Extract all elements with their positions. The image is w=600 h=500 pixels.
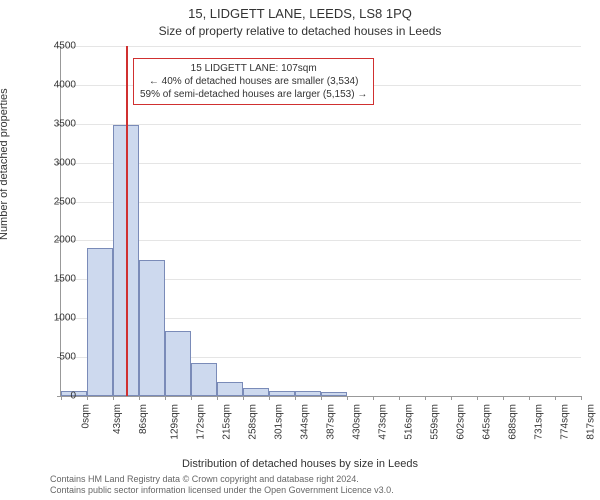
xtick-label: 430sqm — [352, 404, 363, 440]
ytick-label: 1500 — [40, 274, 76, 285]
xtick-mark — [581, 396, 582, 400]
ytick-label: 500 — [40, 352, 76, 363]
xtick-label: 0sqm — [80, 404, 91, 428]
xtick-mark — [477, 396, 478, 400]
xtick-mark — [347, 396, 348, 400]
ytick-label: 0 — [40, 391, 76, 402]
xtick-label: 559sqm — [430, 404, 441, 440]
xtick-label: 86sqm — [138, 404, 149, 434]
footer-line-2: Contains public sector information licen… — [50, 485, 394, 496]
annot-line-3: 59% of semi-detached houses are larger (… — [140, 88, 367, 101]
histogram-bar — [321, 392, 347, 396]
xtick-label: 215sqm — [222, 404, 233, 440]
xtick-label: 387sqm — [326, 404, 337, 440]
xtick-mark — [295, 396, 296, 400]
xtick-label: 172sqm — [196, 404, 207, 440]
chart-subtitle: Size of property relative to detached ho… — [0, 24, 600, 38]
histogram-bar — [243, 388, 269, 396]
histogram-bar — [87, 248, 113, 396]
xtick-label: 774sqm — [560, 404, 571, 440]
xtick-label: 129sqm — [170, 404, 181, 440]
xtick-label: 645sqm — [482, 404, 493, 440]
property-size-histogram: 15, LIDGETT LANE, LEEDS, LS8 1PQ Size of… — [0, 0, 600, 500]
histogram-bar — [139, 260, 165, 396]
xtick-mark — [425, 396, 426, 400]
xtick-mark — [269, 396, 270, 400]
ytick-label: 1000 — [40, 313, 76, 324]
footer-attribution: Contains HM Land Registry data © Crown c… — [50, 474, 394, 496]
ytick-label: 3000 — [40, 157, 76, 168]
xtick-mark — [399, 396, 400, 400]
gridline — [61, 163, 581, 164]
chart-title: 15, LIDGETT LANE, LEEDS, LS8 1PQ — [0, 6, 600, 21]
xtick-mark — [87, 396, 88, 400]
xtick-label: 258sqm — [248, 404, 259, 440]
xtick-mark — [191, 396, 192, 400]
ytick-label: 2000 — [40, 235, 76, 246]
x-axis-label: Distribution of detached houses by size … — [0, 458, 600, 470]
xtick-label: 516sqm — [404, 404, 415, 440]
annot-line-1: 15 LIDGETT LANE: 107sqm — [140, 62, 367, 75]
xtick-mark — [139, 396, 140, 400]
footer-line-1: Contains HM Land Registry data © Crown c… — [50, 474, 394, 485]
gridline — [61, 124, 581, 125]
ytick-label: 2500 — [40, 196, 76, 207]
ytick-label: 4500 — [40, 41, 76, 52]
xtick-mark — [243, 396, 244, 400]
xtick-label: 344sqm — [300, 404, 311, 440]
ytick-label: 4000 — [40, 79, 76, 90]
xtick-mark — [321, 396, 322, 400]
xtick-label: 301sqm — [274, 404, 285, 440]
xtick-label: 688sqm — [508, 404, 519, 440]
xtick-mark — [113, 396, 114, 400]
xtick-label: 43sqm — [112, 404, 123, 434]
histogram-bar — [165, 331, 191, 396]
plot-area: 15 LIDGETT LANE: 107sqm ← 40% of detache… — [60, 46, 581, 397]
xtick-mark — [217, 396, 218, 400]
gridline — [61, 46, 581, 47]
histogram-bar — [217, 382, 243, 396]
xtick-label: 731sqm — [534, 404, 545, 440]
subject-marker-line — [126, 46, 128, 396]
histogram-bar — [269, 391, 295, 396]
y-axis-label: Number of detached properties — [0, 88, 10, 240]
xtick-mark — [503, 396, 504, 400]
xtick-mark — [165, 396, 166, 400]
xtick-mark — [555, 396, 556, 400]
histogram-bar — [191, 363, 217, 396]
xtick-mark — [451, 396, 452, 400]
annotation-box: 15 LIDGETT LANE: 107sqm ← 40% of detache… — [133, 58, 374, 105]
gridline — [61, 240, 581, 241]
ytick-label: 3500 — [40, 118, 76, 129]
histogram-bar — [295, 391, 321, 396]
xtick-label: 602sqm — [456, 404, 467, 440]
gridline — [61, 202, 581, 203]
xtick-mark — [373, 396, 374, 400]
xtick-mark — [529, 396, 530, 400]
annot-line-2: ← 40% of detached houses are smaller (3,… — [140, 75, 367, 88]
xtick-label: 817sqm — [586, 404, 597, 440]
xtick-label: 473sqm — [378, 404, 389, 440]
